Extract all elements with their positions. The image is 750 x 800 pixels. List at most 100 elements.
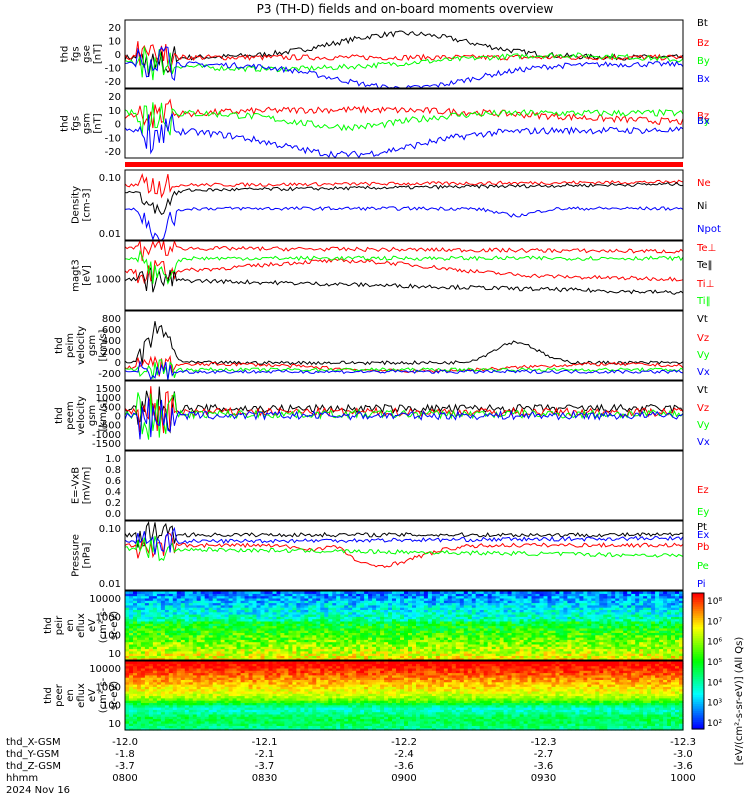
heatmap-cell [352, 634, 357, 638]
heatmap-cell [455, 611, 461, 615]
heatmap-cell [200, 595, 206, 599]
heatmap-cell [623, 597, 628, 601]
heatmap-cell [531, 609, 537, 613]
heatmap-cell [324, 591, 329, 594]
heatmap-cell [324, 623, 329, 627]
heatmap-cell [416, 595, 421, 599]
heatmap-cell [503, 597, 509, 601]
heatmap-cell [639, 604, 644, 608]
heatmap-cell [499, 655, 505, 659]
heatmap-cell [623, 650, 628, 654]
heatmap-cell [547, 646, 553, 650]
heatmap-cell [148, 679, 154, 683]
heatmap-cell [559, 637, 564, 640]
heatmap-cell [212, 616, 218, 620]
heatmap-cell [463, 643, 469, 647]
heatmap-cell [320, 611, 325, 615]
heatmap-cell [320, 641, 325, 645]
heatmap-cell [372, 604, 377, 608]
heatmap-cell [228, 607, 234, 610]
heatmap-cell [220, 607, 226, 610]
heatmap-cell [264, 641, 270, 645]
heatmap-cell [607, 593, 612, 597]
heatmap-cell [148, 616, 154, 620]
heatmap-cell [160, 657, 166, 661]
heatmap-cell [623, 607, 628, 610]
heatmap-cell [156, 686, 162, 690]
heatmap-cell [240, 611, 246, 615]
heatmap-cell [356, 597, 361, 601]
heatmap-cell [360, 591, 365, 594]
heatmap-cell [531, 607, 537, 610]
heatmap-cell [639, 655, 644, 659]
heatmap-cell [344, 604, 349, 608]
heatmap-cell [591, 616, 596, 620]
heatmap-cell [348, 602, 353, 606]
heatmap-cell [180, 614, 186, 617]
heatmap-cell [368, 643, 373, 647]
heatmap-cell [427, 639, 433, 643]
heatmap-cell [180, 727, 186, 731]
heatmap-cell [176, 630, 182, 633]
heatmap-cell [364, 655, 369, 659]
heatmap-cell [316, 597, 321, 601]
heatmap-cell [579, 611, 584, 615]
heatmap-cell [228, 611, 234, 615]
heatmap-cell [168, 688, 174, 692]
heatmap-cell [348, 653, 353, 656]
heatmap-cell [224, 648, 230, 652]
heatmap-cell [599, 643, 604, 647]
heatmap-cell [511, 600, 517, 604]
heatmap-cell [555, 611, 561, 615]
heatmap-cell [180, 653, 186, 656]
heatmap-cell [419, 650, 425, 654]
heatmap-cell [129, 632, 134, 636]
heatmap-cell [435, 595, 441, 599]
heatmap-cell [184, 648, 190, 652]
heatmap-cell [148, 653, 154, 656]
heatmap-cell [427, 602, 433, 606]
heatmap-cell [125, 632, 130, 636]
heatmap-cell [647, 620, 652, 624]
heatmap-cell [137, 616, 142, 620]
heatmap-cell [663, 632, 668, 636]
y-axis-label: en [65, 619, 76, 632]
heatmap-cell [447, 639, 453, 643]
heatmap-cell [627, 620, 632, 624]
heatmap-cell [380, 641, 385, 645]
heatmap-cell [416, 614, 421, 617]
heatmap-cell [352, 609, 357, 613]
heatmap-cell [483, 623, 489, 627]
heatmap-cell [320, 632, 325, 636]
heatmap-cell [180, 591, 186, 594]
heatmap-cell [164, 650, 170, 654]
heatmap-cell [419, 604, 425, 608]
heatmap-cell [551, 609, 557, 613]
heatmap-cell [328, 607, 333, 610]
heatmap-cell [300, 607, 305, 610]
heatmap-cell [137, 641, 142, 645]
heatmap-cell [384, 627, 389, 631]
heatmap-cell [244, 643, 250, 647]
heatmap-cell [196, 604, 202, 608]
heatmap-cell [539, 604, 545, 608]
heatmap-cell [129, 684, 134, 687]
heatmap-cell [583, 632, 588, 636]
heatmap-cell [252, 602, 258, 606]
heatmap-cell [129, 641, 134, 645]
heatmap-cell [427, 643, 433, 647]
legend-Bx: Bx [697, 116, 710, 127]
heatmap-cell [144, 646, 150, 650]
heatmap-cell [304, 611, 309, 615]
heatmap-cell [240, 614, 246, 617]
heatmap-cell [547, 623, 553, 627]
heatmap-cell [140, 713, 146, 717]
y-axis-label: Density [71, 186, 82, 224]
heatmap-cell [356, 604, 361, 608]
heatmap-cell [308, 602, 313, 606]
heatmap-cell [196, 639, 202, 643]
heatmap-cell [539, 618, 545, 622]
heatmap-cell [511, 655, 517, 659]
heatmap-cell [671, 593, 676, 597]
y-tick-label: -1500 [92, 439, 121, 450]
